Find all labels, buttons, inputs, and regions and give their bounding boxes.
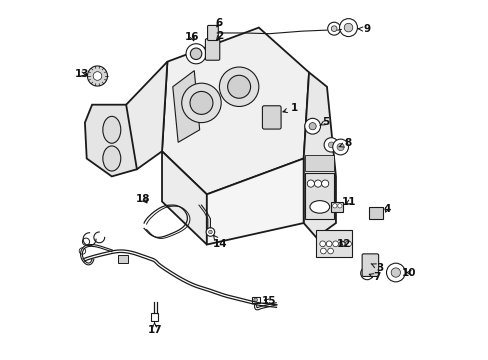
FancyBboxPatch shape (207, 26, 218, 41)
Circle shape (304, 118, 320, 134)
Polygon shape (85, 105, 137, 176)
FancyBboxPatch shape (362, 254, 378, 276)
Circle shape (339, 241, 344, 247)
Circle shape (206, 228, 214, 236)
Circle shape (227, 75, 250, 98)
Text: 15: 15 (261, 296, 276, 306)
Circle shape (253, 298, 257, 302)
Circle shape (314, 180, 321, 187)
Text: 5: 5 (319, 117, 329, 127)
Text: 9: 9 (358, 24, 370, 35)
Circle shape (332, 204, 336, 208)
Polygon shape (110, 62, 167, 169)
Text: 3: 3 (370, 263, 383, 273)
Circle shape (93, 72, 102, 80)
Text: 8: 8 (338, 139, 351, 148)
Circle shape (320, 248, 325, 254)
Bar (151, 314, 158, 320)
Bar (304, 155, 333, 171)
Bar (251, 297, 259, 303)
Circle shape (332, 139, 348, 155)
Circle shape (336, 143, 344, 150)
Circle shape (339, 19, 357, 37)
Text: 1: 1 (283, 103, 298, 113)
Polygon shape (172, 71, 199, 142)
FancyBboxPatch shape (262, 106, 281, 129)
Circle shape (325, 241, 331, 247)
Circle shape (345, 241, 351, 247)
Text: 18: 18 (136, 194, 150, 204)
Circle shape (308, 123, 316, 130)
Circle shape (79, 248, 85, 254)
Circle shape (364, 270, 369, 276)
Text: 2: 2 (216, 31, 224, 41)
Circle shape (82, 238, 89, 245)
Circle shape (190, 91, 212, 114)
Bar (316, 230, 351, 257)
Ellipse shape (102, 116, 121, 143)
Circle shape (344, 23, 352, 32)
Text: 11: 11 (341, 197, 356, 207)
Text: 17: 17 (147, 322, 162, 335)
Circle shape (306, 180, 314, 187)
Bar (330, 202, 342, 212)
Circle shape (327, 22, 340, 35)
Circle shape (219, 67, 258, 107)
Circle shape (319, 241, 325, 247)
Text: 14: 14 (212, 235, 227, 249)
Circle shape (360, 267, 373, 280)
Circle shape (327, 248, 333, 254)
Ellipse shape (309, 201, 329, 213)
Text: 4: 4 (383, 204, 390, 214)
Circle shape (328, 142, 333, 148)
Bar (368, 207, 383, 220)
Text: 7: 7 (368, 272, 379, 282)
Circle shape (365, 260, 374, 270)
Circle shape (182, 83, 221, 123)
Circle shape (330, 26, 336, 32)
Bar (118, 255, 128, 263)
Text: 16: 16 (185, 32, 199, 42)
Polygon shape (162, 28, 308, 194)
Ellipse shape (102, 146, 121, 171)
Bar (304, 173, 333, 220)
Circle shape (87, 66, 107, 86)
Circle shape (337, 204, 341, 208)
Circle shape (386, 263, 405, 282)
Text: 12: 12 (336, 239, 351, 249)
Text: 6: 6 (215, 18, 223, 28)
Polygon shape (162, 151, 206, 244)
Circle shape (190, 48, 202, 59)
Text: 10: 10 (402, 267, 416, 278)
Circle shape (324, 138, 338, 152)
Circle shape (390, 268, 400, 277)
Circle shape (332, 241, 338, 247)
Polygon shape (303, 72, 335, 237)
Circle shape (185, 44, 206, 64)
Text: 13: 13 (75, 69, 89, 79)
Polygon shape (206, 158, 303, 244)
Circle shape (321, 180, 328, 187)
Circle shape (208, 46, 216, 53)
Circle shape (208, 230, 212, 234)
Circle shape (266, 112, 277, 123)
FancyBboxPatch shape (205, 39, 219, 60)
